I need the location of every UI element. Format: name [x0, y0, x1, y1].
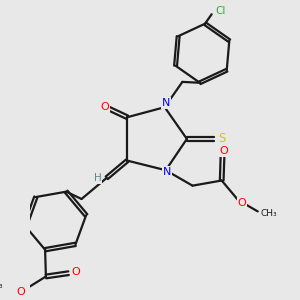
Text: O: O	[238, 198, 247, 208]
Text: N: N	[163, 167, 172, 177]
Text: O: O	[16, 287, 25, 297]
Text: CH₃: CH₃	[0, 281, 4, 290]
Text: S: S	[218, 132, 226, 146]
Text: N: N	[162, 98, 170, 108]
Text: H: H	[94, 173, 102, 183]
Text: O: O	[100, 102, 109, 112]
Text: CH₃: CH₃	[261, 209, 278, 218]
Text: O: O	[71, 266, 80, 277]
Text: O: O	[219, 146, 228, 156]
Text: Cl: Cl	[215, 6, 226, 16]
